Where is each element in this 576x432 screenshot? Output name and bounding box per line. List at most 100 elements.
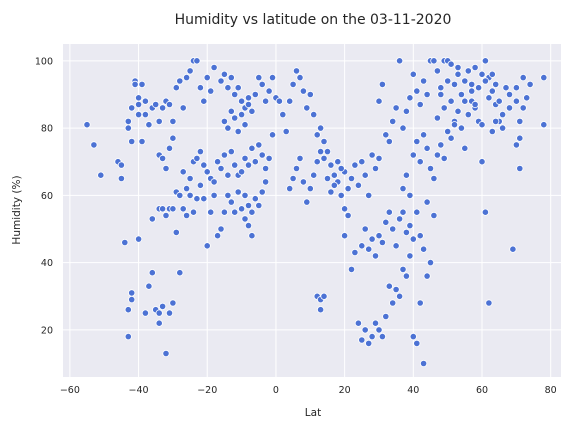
data-point xyxy=(540,121,548,129)
x-tick-label: 80 xyxy=(545,385,557,396)
data-point xyxy=(409,332,417,341)
data-point xyxy=(210,63,218,72)
data-point xyxy=(128,295,136,304)
data-point xyxy=(471,63,479,72)
data-point xyxy=(244,94,253,102)
data-point xyxy=(450,121,459,129)
x-tick-label: 60 xyxy=(476,385,488,396)
data-point xyxy=(440,104,448,112)
data-point xyxy=(502,84,510,92)
data-point xyxy=(316,148,325,156)
data-point xyxy=(224,191,232,199)
data-point xyxy=(488,70,496,78)
data-point xyxy=(193,57,201,65)
data-point xyxy=(478,121,486,129)
data-point xyxy=(371,319,380,327)
data-point xyxy=(399,208,407,216)
y-tick-label: 40 xyxy=(41,258,53,269)
data-point xyxy=(492,117,500,126)
data-point xyxy=(224,84,232,92)
data-point xyxy=(392,104,400,112)
data-point xyxy=(337,191,345,199)
data-point xyxy=(238,168,246,176)
data-point xyxy=(375,232,383,240)
data-point xyxy=(406,222,414,230)
data-point xyxy=(437,141,445,149)
data-point xyxy=(220,117,228,126)
data-point xyxy=(303,104,311,112)
data-point xyxy=(162,349,170,358)
data-point xyxy=(251,158,259,166)
data-point xyxy=(464,67,472,75)
data-point xyxy=(196,148,204,156)
data-point xyxy=(378,238,386,247)
data-point xyxy=(231,161,239,169)
data-point xyxy=(183,185,191,193)
data-point xyxy=(406,191,414,199)
data-point xyxy=(454,63,462,72)
data-point xyxy=(313,158,321,166)
data-point xyxy=(251,195,259,203)
data-point xyxy=(461,77,469,85)
data-point xyxy=(478,70,486,78)
data-point xyxy=(165,144,174,152)
data-point xyxy=(402,228,410,236)
data-point xyxy=(419,245,428,253)
data-point xyxy=(128,289,136,297)
data-point xyxy=(135,94,143,102)
data-point xyxy=(347,174,356,183)
data-point xyxy=(340,232,349,240)
data-point xyxy=(382,312,390,321)
data-point xyxy=(457,90,465,99)
data-point xyxy=(358,336,366,344)
data-point xyxy=(461,97,469,105)
data-point xyxy=(385,208,393,216)
data-point xyxy=(238,111,246,119)
data-point xyxy=(214,232,222,240)
data-point xyxy=(378,80,386,89)
x-axis-label: Lat xyxy=(305,407,321,419)
data-point xyxy=(258,151,266,159)
data-point xyxy=(430,211,438,220)
y-tick-labels: 20 40 60 80 100 xyxy=(35,56,53,336)
data-point xyxy=(292,67,301,75)
data-point xyxy=(238,97,246,105)
data-point xyxy=(176,191,184,199)
data-point xyxy=(440,154,448,162)
data-point xyxy=(498,111,507,119)
data-point xyxy=(454,70,462,78)
data-point xyxy=(512,97,521,105)
data-point xyxy=(464,111,472,119)
data-point xyxy=(97,171,105,179)
data-point xyxy=(159,205,167,213)
data-point xyxy=(368,235,376,243)
data-point xyxy=(207,208,215,216)
data-point xyxy=(351,161,359,169)
data-point xyxy=(358,158,366,166)
data-point xyxy=(203,74,211,82)
data-point xyxy=(365,191,373,199)
data-point xyxy=(485,94,493,102)
data-point xyxy=(196,84,204,92)
data-point xyxy=(189,208,198,216)
data-point xyxy=(186,67,194,75)
data-point xyxy=(306,185,314,193)
data-point xyxy=(516,164,524,173)
data-point xyxy=(268,131,277,139)
data-point xyxy=(286,97,294,105)
data-point xyxy=(375,97,383,105)
data-point xyxy=(131,80,139,89)
data-point xyxy=(244,161,253,169)
data-point xyxy=(323,174,332,183)
data-point xyxy=(231,208,239,216)
data-point xyxy=(519,104,527,112)
data-point xyxy=(220,208,228,216)
data-point xyxy=(478,158,486,166)
data-point xyxy=(471,100,479,109)
data-point xyxy=(399,265,407,273)
data-point xyxy=(344,185,352,193)
data-point xyxy=(323,148,332,156)
data-point xyxy=(505,104,514,112)
data-point xyxy=(124,306,132,314)
data-point xyxy=(193,154,201,162)
